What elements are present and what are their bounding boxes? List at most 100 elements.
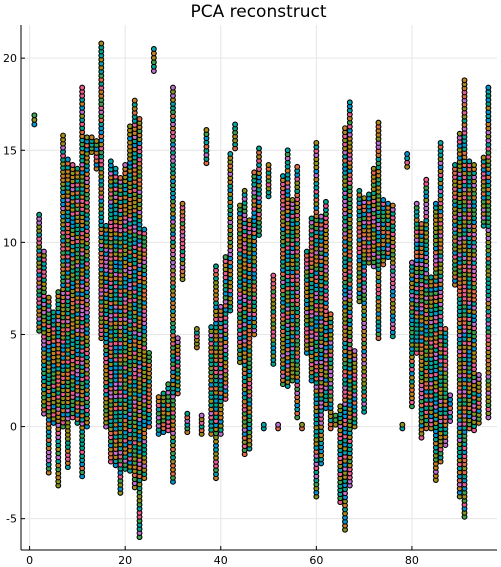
data-point [31, 112, 38, 119]
data-point [236, 202, 243, 209]
data-point [284, 147, 291, 154]
data-point [346, 99, 353, 106]
data-point [428, 274, 434, 281]
data-point [260, 421, 267, 428]
data-point [471, 162, 478, 168]
data-point [36, 211, 43, 218]
data-point [351, 348, 358, 355]
data-point [103, 222, 110, 229]
y-tick-label: 10 [3, 236, 17, 249]
data-point [356, 187, 363, 194]
data-point [227, 150, 234, 157]
x-tick-label: 40 [214, 554, 228, 567]
data-point [423, 176, 430, 183]
data-point [213, 263, 219, 270]
data-point [475, 372, 482, 378]
data-point [55, 289, 62, 296]
data-point [289, 197, 296, 203]
data-point [50, 309, 57, 316]
data-point [313, 139, 320, 146]
data-point [303, 248, 310, 255]
data-point [332, 412, 339, 419]
data-point [117, 174, 124, 181]
data-point [408, 259, 415, 266]
data-point [456, 130, 463, 137]
x-tick-label: 80 [405, 554, 419, 567]
data-point [365, 191, 372, 198]
y-tick-label: 15 [3, 144, 17, 157]
data-point [418, 220, 425, 227]
y-tick-label: 20 [3, 52, 17, 65]
data-point [155, 394, 162, 401]
data-point [131, 97, 138, 104]
data-point [432, 200, 439, 207]
data-point [208, 324, 215, 331]
data-point [107, 158, 114, 165]
data-point [127, 123, 133, 130]
data-point [413, 200, 420, 207]
data-point [198, 412, 205, 419]
data-point [256, 145, 262, 152]
data-point [322, 198, 329, 205]
data-point [222, 254, 229, 261]
data-point [251, 169, 258, 176]
data-point [480, 154, 487, 161]
data-point [40, 248, 47, 255]
data-point [79, 84, 86, 91]
data-point [485, 84, 492, 91]
data-point [170, 84, 176, 91]
data-point [461, 77, 468, 84]
data-point [203, 127, 210, 133]
data-point [179, 200, 186, 207]
x-tick-label: 60 [309, 554, 323, 567]
data-point [74, 165, 81, 172]
x-tick-label: 0 [26, 554, 33, 567]
chart-title: PCA reconstruct [190, 2, 326, 22]
data-point [279, 173, 286, 180]
data-point [241, 187, 248, 194]
data-point [370, 165, 377, 172]
data-point [437, 139, 444, 146]
data-point [217, 303, 224, 310]
data-point [69, 162, 76, 168]
data-point [466, 158, 473, 165]
data-point [232, 121, 239, 128]
data-point [385, 200, 391, 207]
data-point [112, 165, 119, 172]
data-point [60, 132, 67, 139]
data-point [380, 197, 387, 203]
data-point [141, 226, 148, 233]
data-point [64, 156, 71, 163]
data-point [294, 163, 301, 170]
data-point [136, 115, 143, 122]
data-point [184, 410, 191, 417]
data-point [275, 421, 282, 428]
y-tick-label: 5 [10, 328, 17, 341]
data-point [93, 138, 100, 145]
data-point [442, 325, 449, 332]
data-point [88, 134, 95, 141]
data-point [308, 215, 315, 222]
data-point [45, 294, 52, 301]
data-point [122, 162, 129, 168]
data-point [299, 421, 305, 428]
data-point [318, 213, 325, 220]
y-tick-label: -5 [6, 513, 17, 526]
data-points [31, 40, 492, 541]
data-point [150, 45, 157, 52]
data-point [337, 403, 344, 410]
data-point [98, 40, 105, 47]
data-point [246, 217, 253, 224]
data-point [375, 119, 382, 126]
data-point [447, 392, 454, 399]
tick-labels: 0 20 40 60 80 -5 0 5 10 15 20 [3, 52, 419, 567]
data-point [389, 202, 396, 209]
axes [20, 25, 497, 551]
data-point [84, 134, 90, 141]
x-tick-label: 20 [118, 554, 132, 567]
data-point [404, 150, 411, 157]
data-point [270, 272, 277, 279]
y-tick-label: 0 [10, 421, 17, 434]
data-point [342, 125, 348, 132]
